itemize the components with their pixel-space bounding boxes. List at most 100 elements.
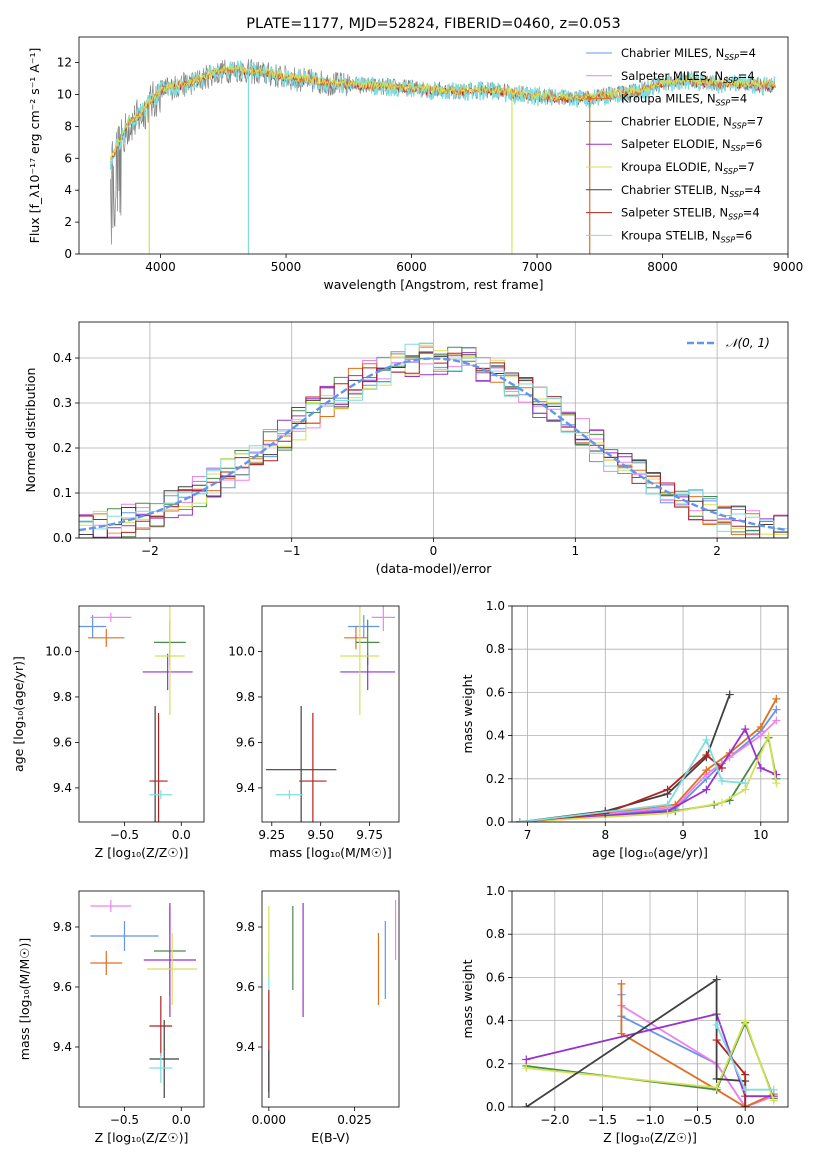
weight-point (702, 735, 711, 744)
legend-label: Kroupa STELIB, NSSP=6 (621, 228, 752, 244)
age_vs_mass-frame (261, 605, 400, 823)
weight-point (601, 809, 610, 818)
legend-label-sub: SSP (728, 213, 743, 222)
mass_weight_vs_metallicity-ylabel: mass weight (460, 959, 475, 1038)
legend-label-text: Chabrier ELODIE, N (621, 114, 732, 128)
legend-label-val: =6 (745, 137, 762, 151)
y-tick-label: 0.4 (486, 1014, 505, 1028)
x-tick-label: 0.000 (252, 1113, 286, 1127)
weight-point (741, 1085, 750, 1094)
weight-point (741, 725, 750, 734)
legend-label-text: Salpeter STELIB, N (621, 206, 728, 220)
y-tick-label: 0.8 (486, 927, 505, 941)
age_vs_metallicity-xlabel: Z [log₁₀(Z/Z☉)] (95, 845, 189, 860)
y-tick-label: 9.8 (53, 690, 72, 704)
x-tick-label: 5000 (271, 260, 302, 274)
legend-label-text: Salpeter ELODIE, N (621, 137, 731, 151)
y-tick-label: 10.0 (228, 644, 255, 658)
weight-point (717, 798, 726, 807)
y-tick-label: 9.6 (236, 980, 255, 994)
y-tick-label: 2 (64, 215, 72, 229)
mass_weight_vs_metallicity-xlabel: Z [log₁₀(Z/Z☉)] (603, 1130, 697, 1145)
weight-point (702, 766, 711, 775)
spectrum-xlabel: wavelength [Angstrom, rest frame] (323, 277, 543, 292)
legend-label-val: =4 (738, 69, 755, 83)
age_vs_metallicity-ylabel: age [log₁₀(age/yr)] (11, 656, 26, 772)
y-tick-label: 9.6 (236, 735, 255, 749)
y-tick-label: 9.8 (236, 690, 255, 704)
weight-point (769, 1085, 778, 1094)
age_vs_mass-xlabel: mass [log₁₀(M/M☉)] (269, 845, 391, 860)
legend-label-sub: SSP (729, 190, 744, 199)
spectrum-ylabel: Flux [f_λ10⁻¹⁷ erg cm⁻² s⁻¹ A⁻¹] (27, 48, 42, 244)
kroupa-elodie-weight-line (526, 1018, 775, 1101)
legend-label-val: =4 (730, 92, 747, 106)
y-tick-label: 9.6 (53, 735, 72, 749)
x-tick-label: 8 (601, 828, 609, 842)
legend-label-sub: SSP (732, 121, 747, 130)
x-tick-label: 9.50 (307, 828, 334, 842)
y-tick-label: 9.4 (53, 781, 72, 795)
y-tick-label: 10.0 (45, 644, 72, 658)
kroupa-miles-model-line (110, 66, 776, 161)
age_vs_metallicity-axes: −0.5 0.0 9.4 9.6 9.8 10.0 Z [log₁₀(Z/Z☉)] age [… (11, 644, 191, 860)
x-tick-label: 9.25 (258, 828, 285, 842)
x-tick-label: −1.0 (635, 1113, 664, 1127)
x-tick-label: 7000 (522, 260, 553, 274)
y-tick-label: 0.1 (53, 486, 72, 500)
mass_weight_vs_metallicity-axes: −2.0 −1.5 −1.0 −0.5 0.0 0.0 0.2 0.4 0.6 0.8 1.0 Z [… (460, 884, 788, 1145)
legend-label: Salpeter MILES, NSSP=4 (621, 69, 755, 85)
legend-label: Kroupa MILES, NSSP=4 (621, 92, 747, 108)
age_vs_metallicity-frame (78, 605, 205, 823)
spectrum-axes: 4000 5000 6000 7000 8000 9000 0 2 4 6 8 10 12 wavelen… (27, 48, 803, 292)
mass_vs_ebv-frame (261, 890, 400, 1108)
y-tick-label: 9.4 (236, 781, 255, 795)
mass_vs_metallicity-points (90, 900, 198, 1098)
weight-point (522, 1103, 531, 1107)
weight-point (712, 975, 721, 984)
y-tick-label: 0.0 (486, 1100, 505, 1114)
y-tick-label: 0.2 (486, 772, 505, 786)
y-tick-label: 1.0 (486, 599, 505, 613)
weight-point (515, 818, 524, 822)
weight-point (702, 785, 711, 794)
mass_vs_ebv-xlabel: E(B-V) (311, 1130, 350, 1145)
x-tick-label: 0.0 (172, 828, 191, 842)
y-tick-label: 1.0 (486, 884, 505, 898)
weight-point (756, 722, 765, 731)
spectrum-frame (78, 36, 789, 255)
mass_weight_vs_metallicity-frame (511, 890, 789, 1108)
weight-point (756, 731, 765, 740)
chabrier-miles-weight-line (519, 709, 778, 822)
legend-label-val: =6 (735, 228, 752, 242)
x-tick-label: −0.5 (110, 828, 139, 842)
x-tick-label: 0.025 (337, 1113, 371, 1127)
y-tick-label: 0.0 (486, 815, 505, 829)
weight-point (522, 1064, 531, 1073)
y-tick-label: 10 (57, 87, 72, 101)
x-tick-label: −1 (283, 544, 301, 558)
x-tick-label: 2 (713, 544, 721, 558)
weight-point (756, 764, 765, 772)
histogram-legend: 𝒩(0, 1) (687, 336, 770, 350)
weight-point (741, 1016, 750, 1025)
legend-label-text: Kroupa STELIB, N (621, 228, 721, 242)
y-tick-label: 4 (64, 183, 72, 197)
mass_weight_vs_metallicity-series (522, 975, 778, 1107)
x-tick-label: 9000 (773, 260, 804, 274)
legend-label-val: =4 (739, 46, 756, 60)
x-tick-label: 0.0 (172, 1113, 191, 1127)
salpeter-miles-weight-line (620, 1004, 775, 1107)
age_vs_metallicity-points (79, 606, 193, 822)
legend-label-text: Salpeter MILES, N (621, 69, 723, 83)
y-tick-label: 12 (57, 56, 72, 70)
y-tick-label: 0.6 (486, 685, 505, 699)
x-tick-label: −2.0 (540, 1113, 569, 1127)
y-tick-label: 9.4 (53, 1040, 72, 1054)
weight-point (764, 731, 773, 740)
y-tick-label: 9.4 (236, 1040, 255, 1054)
y-tick-label: 9.8 (53, 920, 72, 934)
weight-point (725, 690, 734, 699)
legend-label-text: Kroupa ELODIE, N (621, 160, 723, 174)
weight-point (772, 705, 781, 714)
